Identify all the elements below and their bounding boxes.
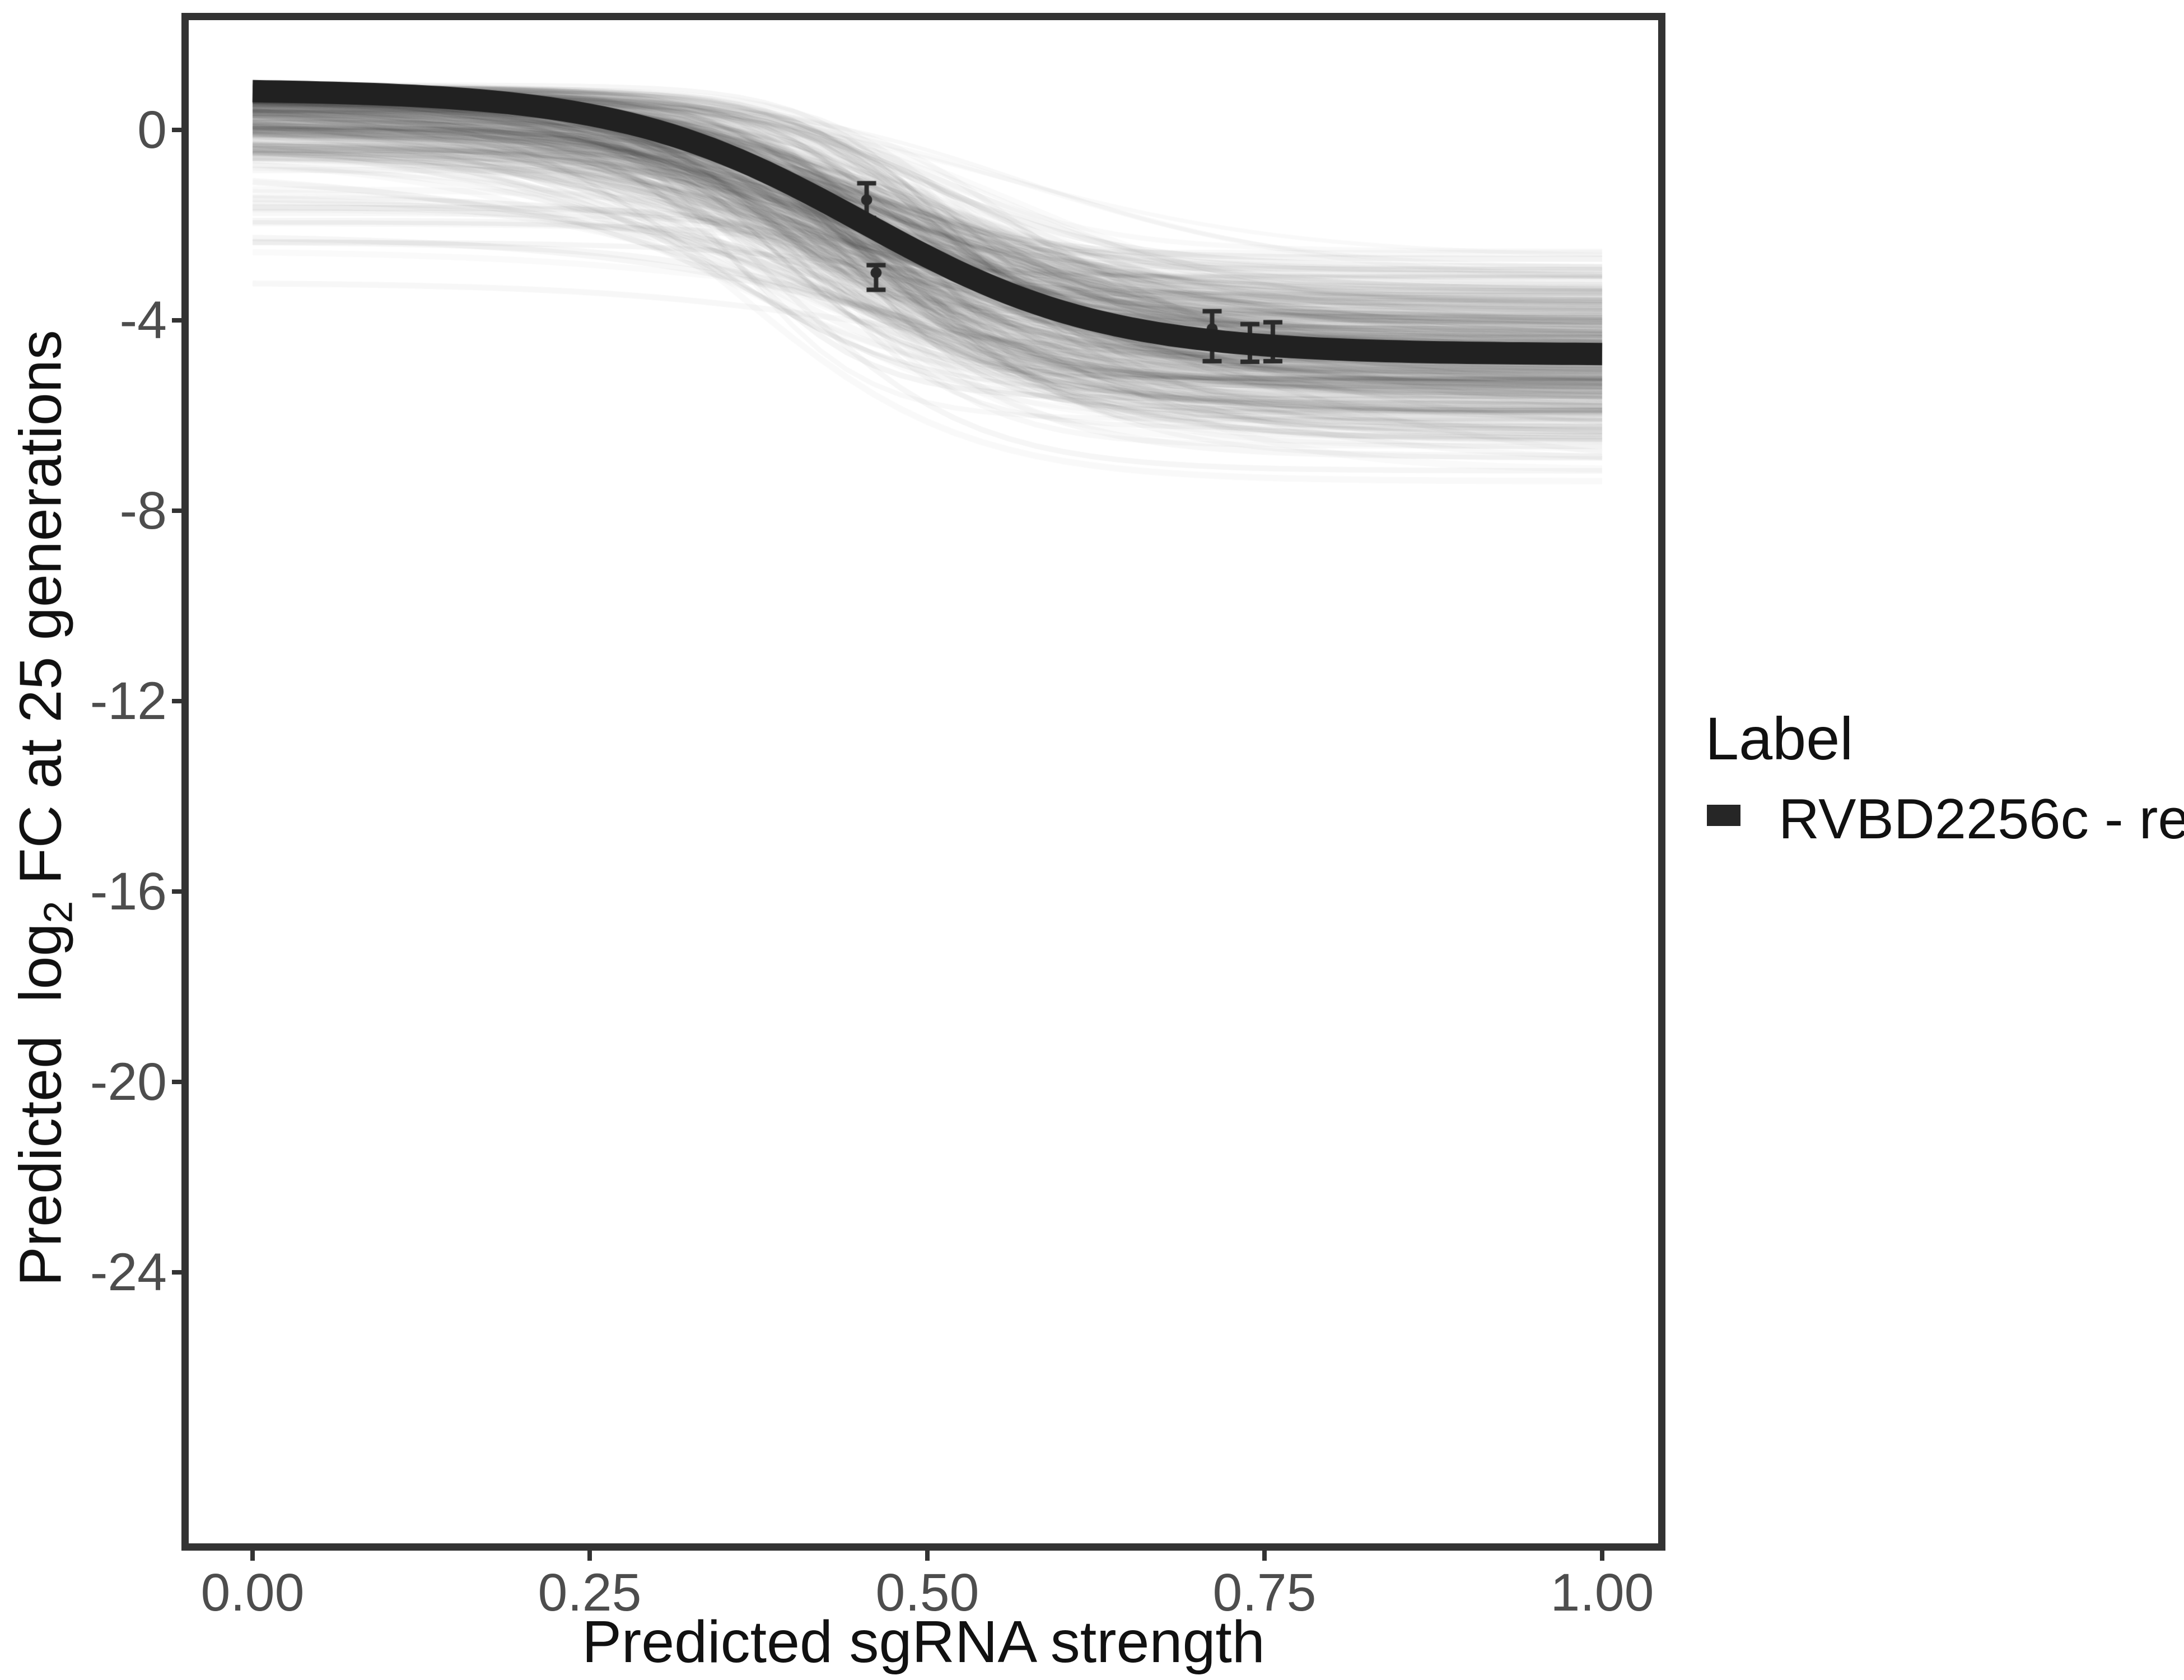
y-tick-label: -16 (90, 862, 167, 921)
y-axis-title: Predicted log2 FC at 25 generations (7, 330, 81, 1286)
x-tick-mark (925, 1551, 930, 1561)
x-tick-mark (587, 1551, 592, 1561)
x-tick-label: 0.75 (1212, 1563, 1317, 1622)
y-axis-title-text: FC at 25 generations (7, 330, 74, 901)
y-tick-label: -8 (119, 481, 167, 540)
x-tick-label: 0.00 (200, 1563, 305, 1622)
y-tick-label: 0 (137, 100, 167, 160)
y-tick-label: -24 (90, 1243, 167, 1302)
y-axis-title-subscript: 2 (36, 900, 81, 923)
y-axis-title-text: Predicted log (7, 923, 74, 1286)
y-tick-mark (172, 699, 181, 703)
x-tick-label: 0.25 (538, 1563, 642, 1622)
x-axis-title: Predicted sgRNA strength (582, 1609, 1265, 1675)
y-tick-mark (172, 508, 181, 513)
legend-title: Label (1705, 704, 1854, 772)
x-tick-label: 0.50 (875, 1563, 979, 1622)
y-tick-label: -12 (90, 671, 167, 731)
legend-key-line-swatch (1707, 805, 1740, 826)
y-tick-mark (172, 1080, 181, 1084)
y-tick-mark (172, 318, 181, 323)
y-tick-label: -4 (119, 291, 167, 350)
y-tick-mark (172, 128, 181, 132)
x-tick-label: 1.00 (1550, 1563, 1654, 1622)
y-tick-mark (172, 889, 181, 894)
x-tick-mark (1262, 1551, 1267, 1561)
x-tick-mark (1600, 1551, 1604, 1561)
legend-item-label: RVBD2256c - ref (1779, 788, 2184, 851)
y-tick-mark (172, 1270, 181, 1275)
y-tick-label: -20 (90, 1052, 167, 1112)
x-tick-mark (250, 1551, 255, 1561)
